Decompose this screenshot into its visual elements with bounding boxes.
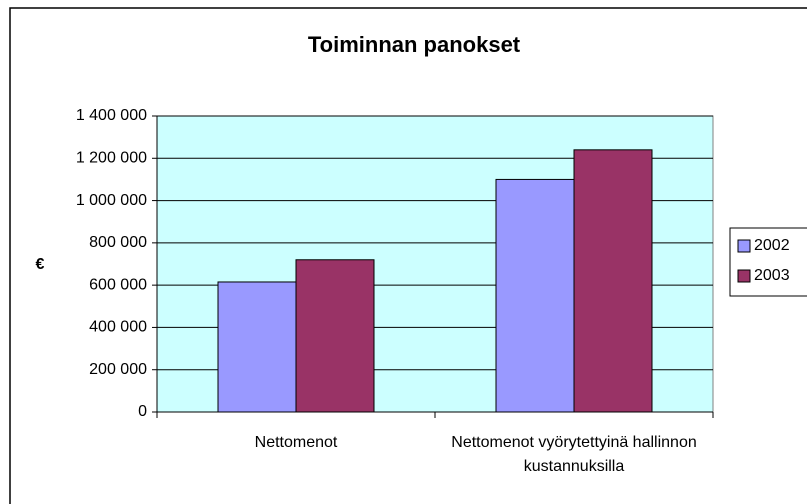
x-tick-label: Nettomenot: [254, 434, 338, 451]
bar: [295, 259, 375, 413]
y-tick-label: 1 200 000: [76, 150, 147, 167]
y-tick-label: 1 000 000: [76, 192, 147, 209]
bar: [495, 178, 575, 413]
y-tick-label: 600 000: [89, 276, 147, 293]
y-tick-label: 0: [138, 403, 147, 420]
y-axis-label: €: [36, 256, 45, 273]
bar: [217, 281, 297, 413]
x-tick-label: Nettomenot vyörytettyinä hallinnon kusta…: [451, 434, 697, 475]
y-tick-label: 800 000: [89, 234, 147, 251]
legend-box: [729, 227, 807, 297]
y-tick-label: 200 000: [89, 361, 147, 378]
legend-label: 2002: [754, 237, 790, 254]
legend-swatch: [737, 239, 751, 253]
y-tick-label: 400 000: [89, 319, 147, 336]
legend-swatch: [737, 269, 751, 283]
y-tick-label: 1 400 000: [76, 107, 147, 124]
bar: [573, 149, 653, 413]
chart-title: Toiminnan panokset: [308, 32, 521, 57]
legend-label: 2003: [754, 267, 790, 284]
